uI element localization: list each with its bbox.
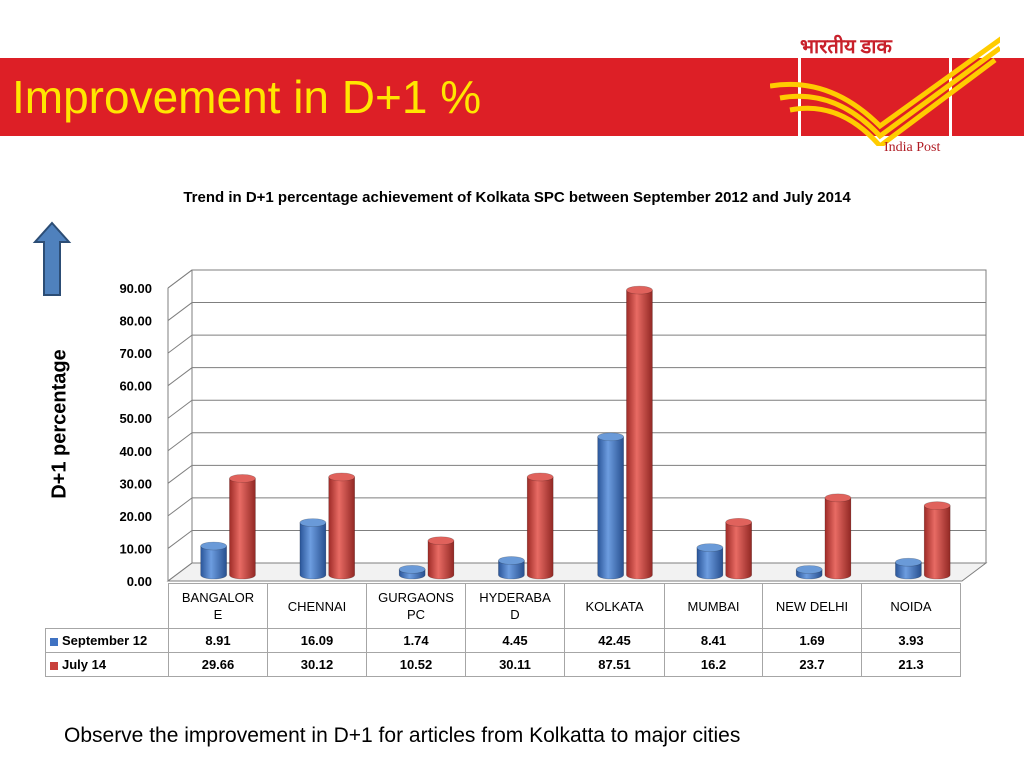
data-value-cell: 4.45 xyxy=(465,628,565,653)
bar-september-12 xyxy=(795,565,823,580)
footer-note: Observe the improvement in D+1 for artic… xyxy=(64,724,741,747)
bar-september-12 xyxy=(696,543,724,580)
bar-july-14 xyxy=(626,285,653,580)
data-value-cell: 1.69 xyxy=(762,628,862,653)
y-tick-label: 50.00 xyxy=(119,411,152,426)
data-value-cell: 23.7 xyxy=(762,652,862,677)
bar-july-14 xyxy=(923,501,951,580)
data-value-cell: 30.12 xyxy=(267,652,367,677)
category-label: KOLKATA xyxy=(564,583,665,629)
data-value-cell: 21.3 xyxy=(861,652,961,677)
bar-july-14 xyxy=(328,472,355,580)
category-label: NEW DELHI xyxy=(762,583,862,629)
gridline xyxy=(167,367,986,387)
logo-hindi-text: भारतीय डाक xyxy=(800,36,892,58)
bar-chart: 0.0010.0020.0030.0040.0050.0060.0070.008… xyxy=(119,269,988,589)
data-value-cell: 1.74 xyxy=(366,628,466,653)
data-value-cell: 29.66 xyxy=(168,652,268,677)
data-value-cell: 16.2 xyxy=(664,652,763,677)
category-label: MUMBAI xyxy=(664,583,763,629)
y-tick-label: 10.00 xyxy=(119,541,152,556)
plot-floor xyxy=(166,562,988,582)
y-tick-label: 80.00 xyxy=(119,314,152,329)
data-value-cell: 16.09 xyxy=(267,628,367,653)
y-tick-label: 30.00 xyxy=(119,476,152,491)
logo-english-text: India Post xyxy=(884,140,941,155)
category-label: NOIDA xyxy=(861,583,961,629)
gridline xyxy=(167,464,986,484)
data-value-cell: 10.52 xyxy=(366,652,466,677)
y-tick-label: 40.00 xyxy=(119,444,152,459)
bar-september-12 xyxy=(299,518,327,580)
table-row: September 12 8.91 16.09 1.74 4.45 42.45 8.41 1.… xyxy=(45,628,961,653)
bar-september-12 xyxy=(200,541,227,580)
gridline xyxy=(167,399,986,419)
gridline xyxy=(167,497,986,517)
category-label: BANGALOR E xyxy=(168,583,268,629)
gridline xyxy=(167,302,986,321)
legend-swatch xyxy=(50,661,58,670)
legend-swatch xyxy=(50,637,58,646)
slide-title: Improvement in D+1 % xyxy=(12,71,482,123)
gridline xyxy=(167,334,986,354)
bar-september-12 xyxy=(895,557,922,580)
y-tick-label: 70.00 xyxy=(119,346,152,361)
category-label: GURGAONS PC xyxy=(366,583,466,629)
category-label: HYDERABA D xyxy=(465,583,565,629)
chart-title: Trend in D+1 percentage achievement of K… xyxy=(183,189,851,206)
data-value-cell: 87.51 xyxy=(564,652,665,677)
legend-entry: July 14 xyxy=(45,652,169,677)
bar-september-12 xyxy=(498,556,525,580)
gridline xyxy=(167,529,986,549)
legend-entry: September 12 xyxy=(45,628,169,653)
bar-july-14 xyxy=(427,536,455,580)
bar-july-14 xyxy=(725,517,752,580)
data-value-cell: 8.91 xyxy=(168,628,268,653)
bar-july-14 xyxy=(229,474,256,580)
data-value-cell: 8.41 xyxy=(664,628,763,653)
data-value-cell: 3.93 xyxy=(861,628,961,653)
y-tick-label: 20.00 xyxy=(119,509,152,524)
data-value-cell: 30.11 xyxy=(465,652,565,677)
y-tick-label: 90.00 xyxy=(119,281,152,296)
data-value-cell: 42.45 xyxy=(564,628,665,653)
table-category-row: BANGALOR E CHENNAI GURGAONS PC HYDERABA D KOLKA… xyxy=(45,583,961,629)
gridline xyxy=(167,432,986,452)
bar-july-14 xyxy=(526,472,554,580)
chart-data-table: BANGALOR E CHENNAI GURGAONS PC HYDERABA D KOLKA… xyxy=(45,583,961,677)
bar-september-12 xyxy=(597,432,624,580)
table-corner-cell xyxy=(45,583,169,629)
bar-september-12 xyxy=(398,565,426,580)
table-row: July 14 29.66 30.12 10.52 30.11 87.51 16.2 23.7… xyxy=(45,652,961,677)
axis-depth-line xyxy=(167,269,193,289)
bar-july-14 xyxy=(824,493,852,580)
up-arrow-icon xyxy=(32,221,72,296)
category-label: CHENNAI xyxy=(267,583,367,629)
y-tick-label: 60.00 xyxy=(119,379,152,394)
india-post-logo-icon xyxy=(770,36,1000,146)
